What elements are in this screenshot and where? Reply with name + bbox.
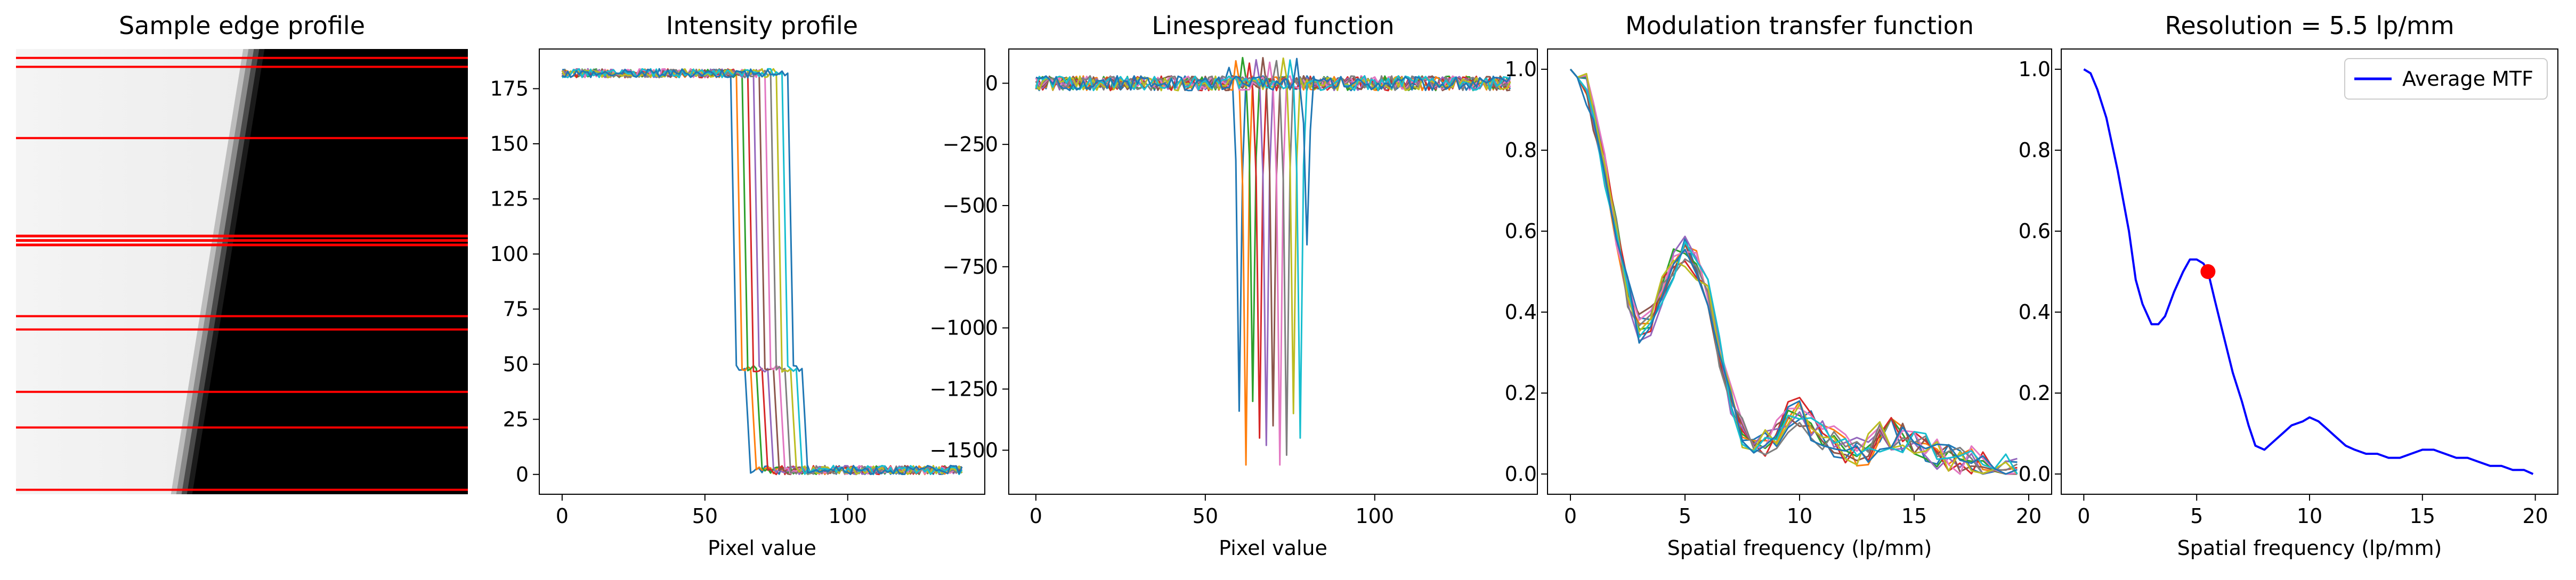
y-tick-label: −1500 — [929, 438, 998, 462]
linespread-series — [1035, 67, 1511, 412]
y-tick-label: 0 — [516, 463, 529, 486]
y-tick-label: 0 — [985, 71, 998, 95]
y-tick-label: −250 — [943, 133, 998, 156]
intensity-series — [561, 68, 963, 476]
intensity-series — [561, 68, 962, 476]
y-tick-label: 0.6 — [2019, 219, 2051, 243]
y-tick-label: 0.6 — [1505, 219, 1537, 243]
x-tick-label: 50 — [1193, 504, 1218, 528]
x-tick-label: 15 — [1901, 504, 1927, 528]
y-tick-label: 1.0 — [1505, 58, 1537, 81]
x-tick-label: 10 — [1787, 504, 1812, 528]
x-tick-label: 5 — [1679, 504, 1691, 528]
x-tick-label: 0 — [1030, 504, 1042, 528]
x-tick-label: 0 — [556, 504, 569, 528]
mtf-series — [1569, 69, 2018, 475]
x-tick-label: 100 — [1356, 504, 1395, 528]
plot-area — [2083, 68, 2534, 475]
intensity-series — [562, 68, 963, 476]
x-tick-label: 50 — [692, 504, 718, 528]
linespread-series — [1035, 58, 1511, 246]
plot-area — [1569, 69, 2018, 475]
y-tick-label: −1000 — [929, 316, 998, 340]
y-tick-label: 0.0 — [1505, 462, 1537, 486]
x-axis-label: Spatial frequency (lp/mm) — [1667, 536, 1932, 560]
y-tick-label: 50 — [503, 353, 529, 376]
chart-panel-2: 0 50 100 0 −250 −500 −750 −1000 −1250 −1500 Linesp… — [929, 11, 1538, 560]
x-tick-label: 15 — [2410, 504, 2435, 528]
chart-title: Resolution = 5.5 lp/mm — [2165, 11, 2454, 40]
chart-panel-1: 0 50 100 0 25 50 75 100 125 150 175 Intensity profi… — [490, 11, 985, 560]
x-tick-label: 20 — [2016, 504, 2042, 528]
intensity-series — [562, 68, 962, 476]
y-tick-label: −1250 — [929, 377, 998, 401]
mtf-series — [1569, 69, 2018, 475]
intensity-series — [562, 68, 963, 475]
mtf-series — [1569, 69, 2018, 475]
x-axis-label: Pixel value — [708, 536, 816, 560]
chart-panel-4: 0 5 10 15 20 0.0 0.2 0.4 0.6 0.8 1.0 Resolution = 5… — [2019, 11, 2558, 560]
intensity-series — [562, 68, 962, 476]
x-tick-label: 10 — [2297, 504, 2322, 528]
x-tick-label: 100 — [829, 504, 868, 528]
legend-label: Average MTF — [2402, 67, 2533, 91]
plot-area — [561, 68, 963, 476]
chart-title: Modulation transfer function — [1625, 11, 1974, 40]
y-tick-label: 0.8 — [1505, 138, 1537, 162]
plot-area — [1035, 56, 1511, 466]
chart-panel-3: 0 5 10 15 20 0.0 0.2 0.4 0.6 0.8 1.0 Modulation tra… — [1505, 11, 2052, 560]
linespread-series — [1035, 57, 1511, 427]
chart-title: Linespread function — [1152, 11, 1394, 40]
intensity-series — [562, 68, 963, 476]
x-tick-label: 5 — [2190, 504, 2203, 528]
intensity-series — [562, 68, 962, 475]
intensity-series — [561, 68, 963, 476]
legend-box — [2344, 58, 2548, 100]
y-tick-label: 100 — [490, 242, 529, 266]
y-tick-label: 0.8 — [2019, 138, 2051, 162]
x-axis-label: Spatial frequency (lp/mm) — [2177, 536, 2442, 560]
x-tick-label: 0 — [2077, 504, 2090, 528]
intensity-series — [561, 68, 963, 475]
y-tick-label: 1.0 — [2019, 58, 2051, 81]
linespread-series — [1035, 59, 1511, 439]
y-tick-label: 75 — [503, 297, 529, 321]
linespread-series — [1035, 56, 1511, 402]
y-tick-label: 0.4 — [1505, 300, 1537, 324]
y-tick-label: 0.0 — [2019, 462, 2051, 486]
y-tick-label: 25 — [503, 407, 529, 431]
dark-region — [192, 49, 468, 494]
y-tick-label: −500 — [943, 194, 998, 217]
y-tick-label: −750 — [943, 255, 998, 279]
y-tick-label: 150 — [490, 132, 529, 156]
x-axis-label: Pixel value — [1219, 536, 1327, 560]
y-tick-label: 0.4 — [2019, 300, 2051, 324]
y-tick-label: 0.2 — [2019, 381, 2051, 405]
linespread-series — [1035, 57, 1511, 414]
chart-title: Sample edge profile — [119, 11, 365, 40]
intensity-series — [561, 68, 963, 476]
axes-frame — [1008, 48, 1538, 495]
axes-frame — [2061, 48, 2558, 495]
y-tick-label: 175 — [490, 77, 529, 100]
chart-title: Intensity profile — [666, 11, 858, 40]
axes-frame — [539, 48, 985, 495]
y-tick-label: 0.2 — [1505, 381, 1537, 405]
x-tick-label: 0 — [1564, 504, 1577, 528]
average-mtf-line — [2083, 68, 2534, 475]
edge-image-panel: Sample edge profile — [16, 11, 468, 494]
y-tick-label: 125 — [490, 187, 529, 210]
x-tick-label: 20 — [2522, 504, 2548, 528]
legend: Average MTF — [2344, 58, 2548, 100]
resolution-marker — [2200, 264, 2216, 279]
